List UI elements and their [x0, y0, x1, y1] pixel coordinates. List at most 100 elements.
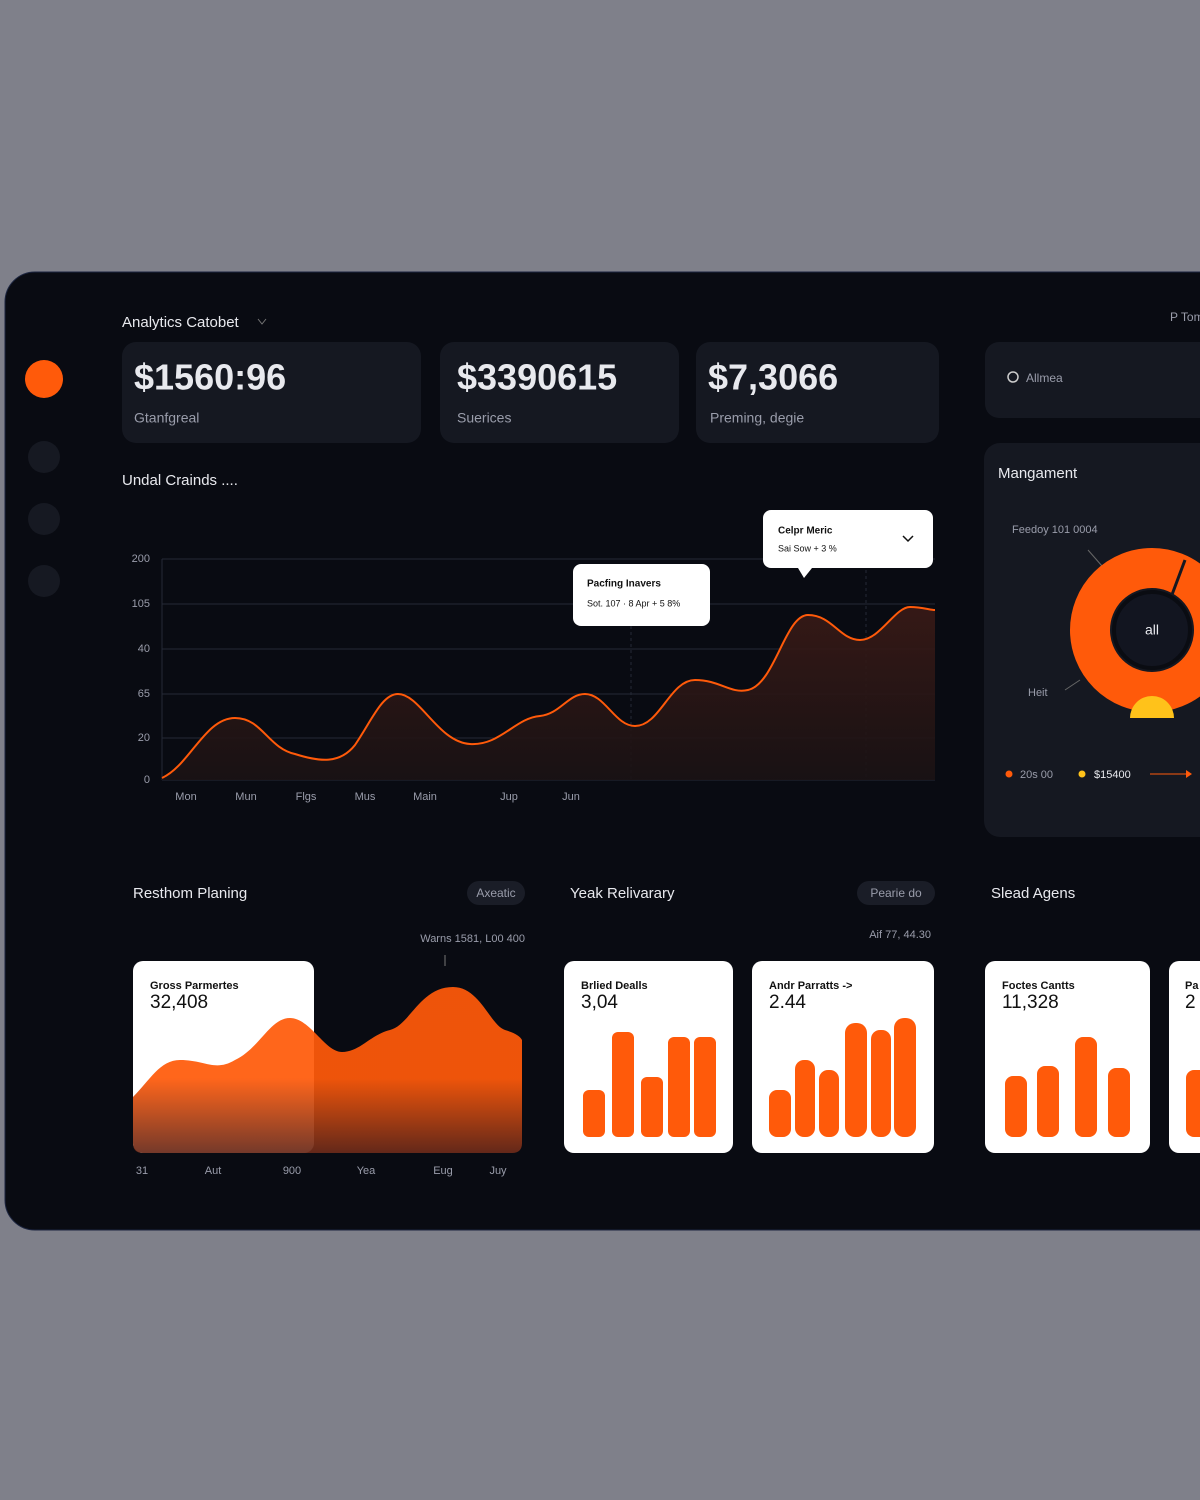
x-label: 900: [283, 1165, 301, 1177]
bar: [769, 1090, 791, 1137]
tooltip: [763, 510, 933, 568]
panel-title: Mangament: [998, 465, 1078, 482]
y-label: 65: [138, 688, 150, 700]
card-value: 2: [1185, 992, 1196, 1013]
bar-group: [1005, 1037, 1130, 1137]
donut-label: all: [1145, 622, 1159, 638]
kpi-value: $7,3066: [708, 357, 838, 398]
x-label: Aut: [205, 1165, 222, 1177]
x-label: Main: [413, 791, 437, 803]
card-title: Foctes Cantts: [1002, 980, 1075, 992]
section-title: Slead Agens: [991, 885, 1075, 902]
legend-label: $15400: [1094, 769, 1131, 781]
tooltip-text: Sai Sow + 3 %: [778, 543, 837, 553]
card-value: 3,04: [581, 992, 618, 1013]
dropdown-icon[interactable]: [257, 318, 267, 325]
note: Aif 77, 44.30: [869, 929, 931, 941]
user[interactable]: P Tom: [1170, 310, 1200, 324]
kpi-label: Gtanfgreal: [134, 410, 199, 426]
section-title: Yeak Relivarary: [570, 885, 675, 902]
bar: [1037, 1066, 1059, 1137]
x-label: Jup: [500, 791, 518, 803]
section-title: Undal Crainds ....: [122, 472, 238, 489]
tooltip: [573, 564, 710, 626]
bar: [583, 1090, 605, 1137]
trend-line: [161, 605, 936, 779]
x-label: Mus: [355, 791, 376, 803]
note: Warns 1581, L00 400: [420, 933, 525, 945]
card-value: 2.44: [769, 992, 806, 1013]
nav-home[interactable]: [25, 360, 63, 398]
card-title: Pa: [1185, 980, 1199, 992]
x-label: Flgs: [296, 791, 317, 803]
bar-group: [769, 1018, 916, 1137]
bar: [612, 1032, 634, 1137]
stat-card: [564, 961, 733, 1153]
search-box[interactable]: [985, 342, 1200, 418]
kpi-card: [122, 342, 421, 443]
donut-divider: [1168, 559, 1187, 601]
bar: [845, 1023, 867, 1137]
legend-arrowhead: [1186, 770, 1192, 778]
callout-line: [1087, 549, 1103, 567]
tooltip-text: Sot. 107 · 8 Apr + 5 8%: [587, 598, 680, 608]
trend-area: [162, 607, 935, 780]
y-label: 105: [132, 598, 150, 610]
planning-area: [133, 987, 522, 1153]
bar: [641, 1077, 663, 1137]
kpi-label: Suerices: [457, 410, 511, 426]
y-label: 40: [138, 643, 150, 655]
card-value: 32,408: [150, 992, 208, 1013]
tooltip-title: Celpr Meric: [778, 526, 833, 537]
nav-item[interactable]: [28, 503, 60, 535]
tag[interactable]: [467, 881, 525, 905]
tooltip-chevron[interactable]: [902, 535, 914, 543]
donut-ring: [1070, 548, 1200, 712]
kpi-card: [696, 342, 939, 443]
kpi-label: Preming, degie: [710, 410, 804, 426]
bar: [894, 1018, 916, 1137]
bar: [819, 1070, 839, 1137]
kpi-value: $1560:96: [134, 357, 286, 398]
bar: [1186, 1070, 1200, 1137]
nav-item[interactable]: [28, 565, 60, 597]
location-icon: [1007, 371, 1019, 383]
y-label: 0: [144, 774, 150, 786]
bar-group: [583, 1032, 716, 1137]
tag[interactable]: [857, 881, 935, 905]
card-value: 11,328: [1002, 992, 1059, 1013]
legend-dot: [1005, 770, 1013, 778]
dashboard-title: Analytics Catobet: [122, 314, 240, 331]
card-title: Andr Parratts ->: [769, 980, 852, 992]
donut-segment: [1130, 696, 1174, 718]
y-label: 20: [138, 732, 150, 744]
bar: [795, 1060, 815, 1137]
tag-label[interactable]: Axeatic: [476, 886, 515, 900]
card-title: Gross Parmertes: [150, 980, 239, 992]
callout-line: [1064, 679, 1081, 691]
search-placeholder[interactable]: Allmea: [1026, 371, 1063, 385]
bar: [1005, 1076, 1027, 1137]
x-label: 31: [136, 1165, 148, 1177]
x-label: Jun: [562, 791, 580, 803]
tooltip-pointer: [798, 568, 812, 578]
x-label: Eug: [433, 1165, 453, 1177]
tooltip-title: Pacfing Inavers: [587, 579, 661, 590]
x-label: Mon: [175, 791, 196, 803]
kpi-value: $3390615: [457, 357, 617, 398]
bar: [871, 1030, 891, 1137]
x-label: Juy: [489, 1165, 507, 1177]
tag-label[interactable]: Pearie do: [870, 886, 922, 900]
card-title: Brlied Dealls: [581, 980, 648, 992]
x-label: Yea: [357, 1165, 376, 1177]
bar: [694, 1037, 716, 1137]
bar: [1108, 1068, 1130, 1137]
kpi-card: [440, 342, 679, 443]
bar: [1075, 1037, 1097, 1137]
x-label: Mun: [235, 791, 256, 803]
nav-item[interactable]: [28, 441, 60, 473]
callout: Heit: [1028, 687, 1048, 699]
legend-label: 20s 00: [1020, 769, 1053, 781]
